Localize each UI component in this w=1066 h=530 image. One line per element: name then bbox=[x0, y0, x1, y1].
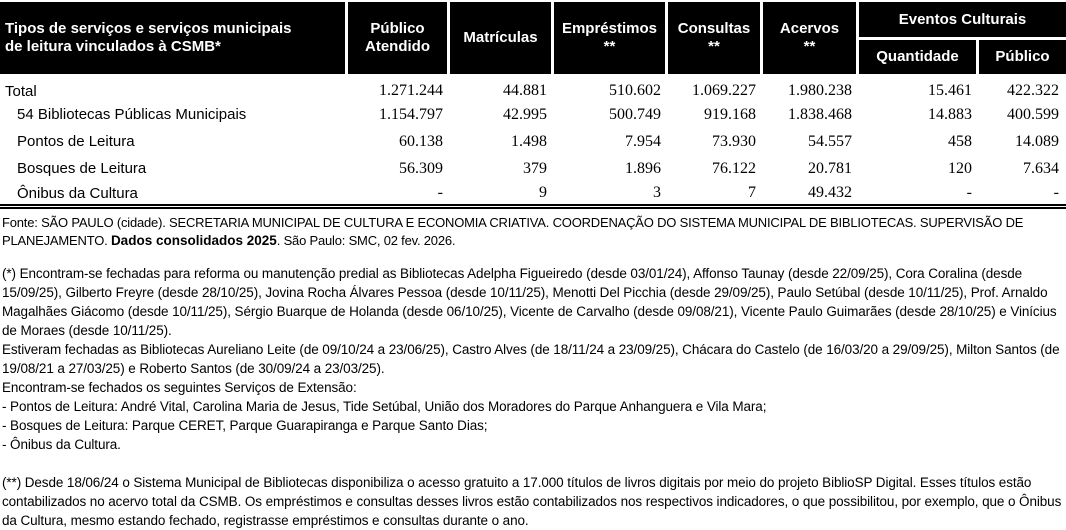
source-suffix-text: . São Paulo: SMC, 02 fev. 2026. bbox=[276, 233, 456, 248]
cell-publico-atendido: 1.271.244 bbox=[379, 82, 443, 99]
header-eventos-publico: Público bbox=[979, 40, 1066, 74]
row-label: Pontos de Leitura bbox=[17, 133, 135, 150]
footnote-extension-intro: Encontram-se fechados os seguintes Servi… bbox=[2, 380, 357, 395]
header-service-types: Tipos de serviços e serviços municipais … bbox=[0, 2, 348, 74]
footnote-digital-books: (**) Desde 18/06/24 o Sistema Municipal … bbox=[2, 475, 1062, 528]
row-label: Total bbox=[5, 82, 37, 100]
cell-emprestimos: 3 bbox=[554, 182, 668, 209]
cell-acervos: 20.781 bbox=[808, 159, 852, 177]
cell-eventos-publico: 14.089 bbox=[1015, 132, 1059, 150]
table-row-bibliotecas: 54 Bibliotecas Públicas Municipais 1.154… bbox=[0, 101, 1066, 128]
cell-consultas: 7 bbox=[668, 182, 763, 209]
table-header: Tipos de serviços e serviços municipais … bbox=[0, 2, 1066, 74]
footnote-closed-for-reform: (*) Encontram-se fechadas para reforma o… bbox=[2, 266, 1057, 338]
cell-publico-atendido: 56.309 bbox=[399, 159, 443, 177]
cell-emprestimos: 500.749 bbox=[609, 105, 661, 123]
cell-eventos-publico: - bbox=[979, 182, 1066, 209]
footnote-extension-onibus: - Ônibus da Cultura. bbox=[2, 437, 121, 452]
table-row-bosques-de-leitura: Bosques de Leitura 56.309 379 1.896 76.1… bbox=[0, 155, 1066, 182]
cell-acervos: 1.838.468 bbox=[788, 105, 852, 123]
cell-emprestimos: 7.954 bbox=[625, 132, 661, 150]
header-publico-atendido: Público Atendido bbox=[348, 2, 450, 74]
cell-eventos-quantidade: 120 bbox=[948, 159, 972, 177]
header-eventos-quantidade: Quantidade bbox=[859, 40, 979, 74]
footnote-double-asterisk: (**) Desde 18/06/24 o Sistema Municipal … bbox=[0, 473, 1066, 530]
source-note: Fonte: SÃO PAULO (cidade). SECRETARIA MU… bbox=[0, 214, 1066, 250]
cell-emprestimos: 1.896 bbox=[625, 159, 661, 177]
library-services-table: Tipos de serviços e serviços municipais … bbox=[0, 2, 1066, 209]
header-consultas: Consultas ** bbox=[668, 2, 763, 74]
cell-eventos-quantidade: 458 bbox=[948, 132, 972, 150]
cell-eventos-quantidade: 15.461 bbox=[928, 82, 972, 99]
cell-consultas: 919.168 bbox=[704, 105, 756, 123]
cell-matriculas: 379 bbox=[523, 159, 547, 177]
cell-matriculas: 9 bbox=[450, 182, 554, 209]
cell-publico-atendido: 1.154.797 bbox=[379, 105, 443, 123]
cell-emprestimos: 510.602 bbox=[609, 82, 661, 99]
row-label: Bosques de Leitura bbox=[17, 160, 147, 177]
cell-consultas: 76.122 bbox=[712, 159, 756, 177]
table-body: Total 1.271.244 44.881 510.602 1.069.227… bbox=[0, 74, 1066, 209]
cell-acervos: 49.432 bbox=[763, 182, 859, 209]
source-bold-text: Dados consolidados 2025 bbox=[110, 233, 277, 248]
cell-consultas: 1.069.227 bbox=[692, 82, 756, 99]
header-eventos-culturais: Eventos Culturais bbox=[859, 2, 1066, 40]
cell-eventos-quantidade: - bbox=[859, 182, 979, 209]
cell-eventos-publico: 422.322 bbox=[1007, 82, 1059, 99]
cell-publico-atendido: - bbox=[348, 182, 450, 209]
cell-eventos-quantidade: 14.883 bbox=[928, 105, 972, 123]
header-acervos: Acervos ** bbox=[763, 2, 859, 74]
cell-eventos-publico: 7.634 bbox=[1023, 159, 1059, 177]
table-row-pontos-de-leitura: Pontos de Leitura 60.138 1.498 7.954 73.… bbox=[0, 128, 1066, 155]
table-row-onibus-da-cultura: Ônibus da Cultura - 9 3 7 49.432 - - bbox=[0, 182, 1066, 209]
footnote-extension-bosques: - Bosques de Leitura: Parque CERET, Parq… bbox=[2, 418, 488, 433]
cell-matriculas: 44.881 bbox=[503, 82, 547, 99]
cell-matriculas: 1.498 bbox=[511, 132, 547, 150]
footnote-extension-pontos: - Pontos de Leitura: André Vital, Caroli… bbox=[2, 399, 767, 414]
cell-publico-atendido: 60.138 bbox=[399, 132, 443, 150]
table-row-total: Total 1.271.244 44.881 510.602 1.069.227… bbox=[0, 74, 1066, 101]
cell-matriculas: 42.995 bbox=[503, 105, 547, 123]
cell-acervos: 1.980.238 bbox=[788, 82, 852, 99]
row-label: 54 Bibliotecas Públicas Municipais bbox=[17, 106, 247, 123]
source-text: Fonte: SÃO PAULO (cidade). SECRETARIA MU… bbox=[2, 215, 1024, 248]
footnote-closed-periods: Estiveram fechadas as Bibliotecas Aureli… bbox=[2, 342, 1060, 376]
cell-eventos-publico: 400.599 bbox=[1007, 105, 1059, 123]
row-label: Ônibus da Cultura bbox=[0, 182, 348, 209]
header-emprestimos: Empréstimos ** bbox=[554, 2, 668, 74]
cell-consultas: 73.930 bbox=[712, 132, 756, 150]
footnote-single-asterisk: (*) Encontram-se fechadas para reforma o… bbox=[0, 264, 1066, 454]
header-matriculas: Matrículas bbox=[450, 2, 554, 74]
cell-acervos: 54.557 bbox=[808, 132, 852, 150]
